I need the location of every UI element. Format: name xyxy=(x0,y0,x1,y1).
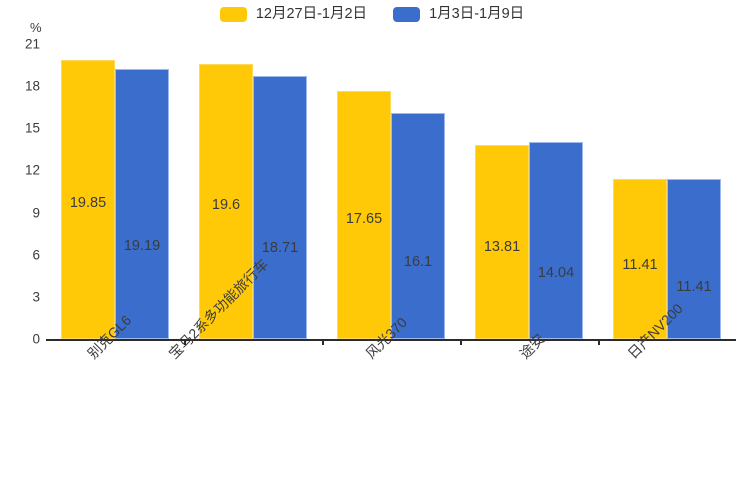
bar-value-label: 18.71 xyxy=(261,240,299,257)
y-axis-tick-9: 9 xyxy=(32,205,40,221)
x-axis-tick-3 xyxy=(460,339,462,345)
bar-途安-series-0[interactable]: 13.81 xyxy=(475,145,529,339)
y-axis-unit-label: % xyxy=(30,20,42,35)
bar-value-label: 13.81 xyxy=(483,239,521,256)
y-axis-tick-18: 18 xyxy=(24,78,40,94)
x-axis-line xyxy=(46,339,736,341)
bar-途安-series-1[interactable]: 14.04 xyxy=(529,141,583,339)
bar-value-label: 19.19 xyxy=(123,237,161,254)
legend-swatch-yellow xyxy=(219,7,247,22)
y-axis-tick-0: 0 xyxy=(32,331,40,347)
legend-item-series-1[interactable]: 1月3日-1月9日 xyxy=(393,7,524,22)
legend-label-series-0: 12月27日-1月2日 xyxy=(255,6,368,23)
y-axis-tick-12: 12 xyxy=(24,162,40,178)
bar-value-label: 16.1 xyxy=(403,254,433,271)
legend-item-series-0[interactable]: 12月27日-1月2日 xyxy=(219,6,368,23)
bar-value-label: 19.85 xyxy=(69,195,107,211)
bar-value-label: 11.41 xyxy=(622,256,658,273)
x-axis-tick-4 xyxy=(598,339,600,345)
bar-日产NV200-series-0[interactable]: 11.41 xyxy=(613,178,667,339)
bar-别克GL6-series-1[interactable]: 19.19 xyxy=(115,69,169,339)
y-axis-tick-15: 15 xyxy=(24,120,40,136)
bar-日产NV200-series-1[interactable]: 11.41 xyxy=(667,178,721,339)
bar-value-label: 11.41 xyxy=(676,279,712,296)
y-axis-tick-6: 6 xyxy=(32,247,40,263)
plot-area: 19.85 19.19 19.6 18.71 17.65 16.1 13.81 14.04 11… xyxy=(46,44,736,339)
bar-宝马2系多功能旅行车-series-0[interactable]: 19.6 xyxy=(199,63,253,339)
x-axis-tick-1 xyxy=(184,339,186,345)
bar-value-label: 19.6 xyxy=(211,196,241,213)
bar-value-label: 14.04 xyxy=(537,265,575,282)
bar-value-label: 17.65 xyxy=(345,211,383,228)
x-axis-tick-2 xyxy=(322,339,324,345)
bar-风光370-series-0[interactable]: 17.65 xyxy=(337,91,391,339)
chart-legend: 12月27日-1月2日 1月3日-1月9日 xyxy=(0,7,744,22)
legend-label-series-1: 1月3日-1月9日 xyxy=(429,6,525,23)
bar-别克GL6-series-0[interactable]: 19.85 xyxy=(61,60,115,339)
y-axis-tick-21: 21 xyxy=(24,36,40,52)
y-axis-tick-3: 3 xyxy=(32,289,40,305)
bar-风光370-series-1[interactable]: 16.1 xyxy=(391,112,445,339)
legend-swatch-blue xyxy=(393,7,421,22)
bar-宝马2系多功能旅行车-series-1[interactable]: 18.71 xyxy=(253,76,307,339)
y-axis-tick-labels: 0 3 6 9 12 15 18 21 xyxy=(0,0,40,496)
